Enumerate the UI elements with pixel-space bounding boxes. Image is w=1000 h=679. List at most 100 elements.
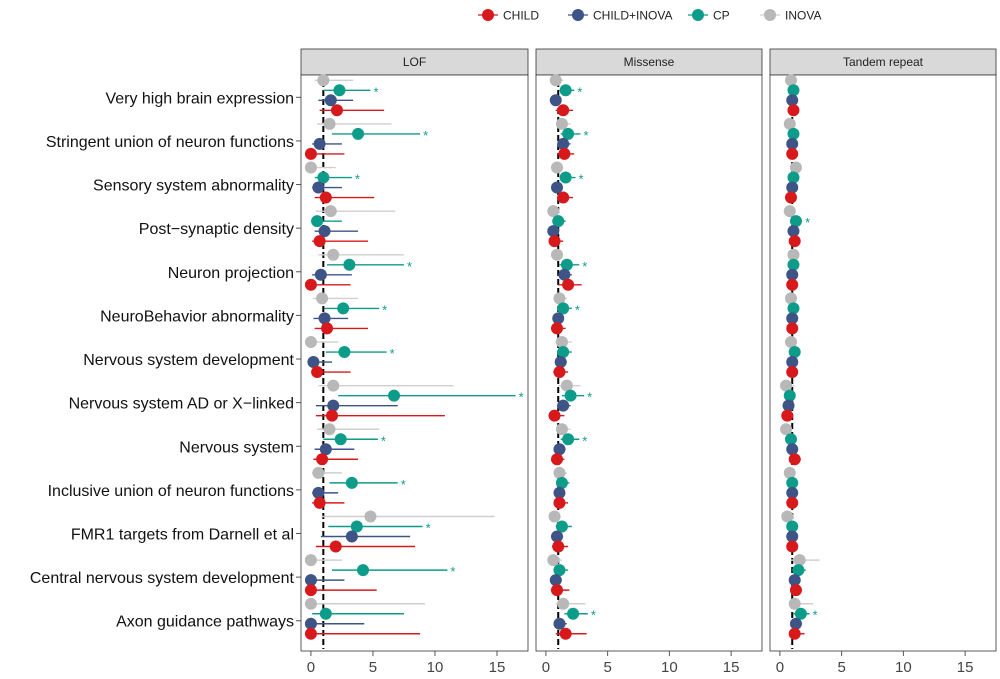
point-lof-child-6 bbox=[311, 366, 324, 379]
point-tandem-repeat-child-inova-11 bbox=[788, 574, 801, 587]
point-tandem-repeat-child-inova-3 bbox=[787, 225, 800, 238]
point-lof-inova-5 bbox=[316, 292, 329, 305]
point-tandem-repeat-child-inova-10 bbox=[786, 530, 799, 543]
point-tandem-repeat-cp-6 bbox=[788, 346, 801, 359]
star-tandem-repeat-cp-3: * bbox=[805, 215, 810, 230]
point-missense-cp-3 bbox=[552, 215, 565, 228]
point-lof-child-inova-12 bbox=[304, 617, 317, 630]
point-missense-child-12 bbox=[559, 627, 572, 640]
point-missense-inova-8 bbox=[555, 423, 568, 436]
point-lof-child-11 bbox=[304, 584, 317, 597]
star-missense-cp-12: * bbox=[591, 608, 596, 623]
point-missense-child-inova-4 bbox=[558, 268, 571, 281]
star-missense-cp-2: * bbox=[579, 172, 584, 187]
star-lof-cp-5: * bbox=[382, 302, 387, 317]
point-tandem-repeat-cp-4 bbox=[787, 258, 800, 271]
point-missense-child-inova-9 bbox=[553, 486, 566, 499]
point-tandem-repeat-inova-0 bbox=[784, 74, 797, 87]
point-lof-child-3 bbox=[313, 235, 326, 248]
point-tandem-repeat-child-inova-1 bbox=[786, 137, 799, 150]
point-missense-cp-2 bbox=[559, 171, 572, 184]
point-missense-child-2 bbox=[557, 191, 570, 204]
point-lof-child-inova-10 bbox=[345, 530, 358, 543]
point-tandem-repeat-inova-5 bbox=[784, 292, 797, 305]
category-label-nervous-system-development: Nervous system development bbox=[83, 352, 294, 369]
x-tick-label-missense-0: 0 bbox=[542, 659, 550, 676]
point-missense-child-3 bbox=[548, 235, 561, 248]
category-label-post-synaptic-density: Post−synaptic density bbox=[139, 221, 294, 238]
point-lof-child-inova-5 bbox=[318, 312, 331, 325]
point-missense-cp-6 bbox=[557, 346, 570, 359]
point-lof-inova-0 bbox=[317, 74, 330, 87]
category-label-stringent-union-of-neuron-functions: Stringent union of neuron functions bbox=[46, 134, 294, 151]
point-tandem-repeat-inova-11 bbox=[793, 554, 806, 567]
point-lof-child-5 bbox=[321, 322, 334, 335]
point-missense-child-inova-7 bbox=[557, 399, 570, 412]
strip-tandem-repeat bbox=[769, 48, 997, 76]
point-lof-child-inova-2 bbox=[312, 181, 325, 194]
point-lof-cp-1 bbox=[352, 127, 365, 140]
point-tandem-repeat-cp-9 bbox=[786, 476, 799, 489]
point-tandem-repeat-cp-7 bbox=[783, 389, 796, 402]
point-tandem-repeat-child-1 bbox=[786, 147, 799, 160]
point-lof-inova-10 bbox=[364, 510, 377, 523]
strip-label-tandem-repeat: Tandem repeat bbox=[843, 55, 924, 69]
point-tandem-repeat-child-inova-2 bbox=[786, 181, 799, 194]
legend-dot-cp bbox=[692, 9, 704, 21]
strip-label-missense: Missense bbox=[624, 55, 675, 69]
point-tandem-repeat-child-9 bbox=[786, 496, 799, 509]
point-tandem-repeat-inova-6 bbox=[784, 336, 797, 349]
point-missense-child-inova-6 bbox=[554, 356, 567, 369]
panel-missense bbox=[535, 74, 763, 652]
point-lof-child-7 bbox=[326, 409, 339, 422]
point-missense-child-inova-0 bbox=[549, 94, 562, 107]
point-tandem-repeat-child-3 bbox=[788, 235, 801, 248]
legend-label-inova: INOVA bbox=[785, 9, 821, 23]
point-lof-cp-8 bbox=[334, 433, 347, 446]
point-tandem-repeat-cp-11 bbox=[792, 564, 805, 577]
star-lof-cp-4: * bbox=[407, 259, 412, 274]
legend-label-cp: CP bbox=[713, 9, 730, 23]
point-missense-cp-5 bbox=[557, 302, 570, 315]
point-lof-child-9 bbox=[313, 496, 326, 509]
category-label-neuron-projection: Neuron projection bbox=[168, 265, 294, 282]
category-label-nervous-system: Nervous system bbox=[179, 439, 294, 456]
point-tandem-repeat-inova-1 bbox=[783, 117, 796, 130]
point-lof-child-inova-1 bbox=[313, 137, 326, 150]
point-missense-cp-7 bbox=[564, 389, 577, 402]
point-lof-cp-12 bbox=[319, 607, 332, 620]
point-tandem-repeat-inova-9 bbox=[783, 466, 796, 479]
point-tandem-repeat-cp-2 bbox=[787, 171, 800, 184]
point-missense-child-5 bbox=[550, 322, 563, 335]
point-missense-child-inova-2 bbox=[550, 181, 563, 194]
point-missense-child-inova-11 bbox=[549, 574, 562, 587]
x-tick-label-lof-5: 5 bbox=[369, 659, 377, 676]
point-missense-child-8 bbox=[550, 453, 563, 466]
point-lof-child-inova-7 bbox=[327, 399, 340, 412]
point-lof-inova-1 bbox=[323, 117, 336, 130]
point-lof-child-inova-11 bbox=[304, 574, 317, 587]
point-missense-child-11 bbox=[550, 584, 563, 597]
point-missense-inova-0 bbox=[549, 74, 562, 87]
point-missense-child-9 bbox=[553, 496, 566, 509]
star-lof-cp-1: * bbox=[423, 128, 428, 143]
point-tandem-repeat-inova-7 bbox=[780, 379, 793, 392]
star-lof-cp-6: * bbox=[390, 346, 395, 361]
point-tandem-repeat-child-inova-9 bbox=[786, 486, 799, 499]
point-lof-cp-0 bbox=[333, 84, 346, 97]
point-missense-cp-12 bbox=[567, 607, 580, 620]
point-missense-cp-8 bbox=[562, 433, 575, 446]
star-lof-cp-8: * bbox=[381, 433, 386, 448]
point-missense-child-inova-8 bbox=[553, 443, 566, 456]
panel-lof bbox=[300, 74, 529, 652]
point-lof-inova-6 bbox=[304, 336, 317, 349]
strip-lof bbox=[300, 48, 529, 76]
point-lof-child-12 bbox=[304, 627, 317, 640]
point-lof-cp-10 bbox=[350, 520, 363, 533]
point-tandem-repeat-inova-8 bbox=[780, 423, 793, 436]
star-missense-cp-1: * bbox=[583, 128, 588, 143]
point-lof-cp-11 bbox=[357, 564, 370, 577]
x-tick-label-missense-10: 10 bbox=[661, 659, 678, 676]
point-lof-child-8 bbox=[316, 453, 329, 466]
point-tandem-repeat-child-inova-12 bbox=[789, 617, 802, 630]
